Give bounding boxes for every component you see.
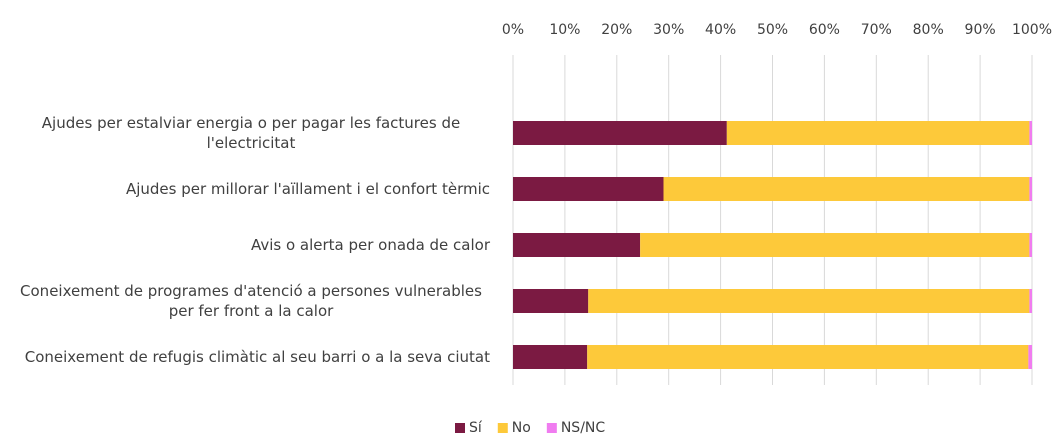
category-label: Avis o alerta per onada de calor xyxy=(250,236,490,254)
bar-segment xyxy=(1029,289,1032,313)
bar-segment xyxy=(513,177,664,201)
category-label: Ajudes per estalviar energia o per pagar… xyxy=(41,114,461,152)
bar-segment xyxy=(513,289,589,313)
legend-label: Sí xyxy=(469,420,483,436)
category-label: Coneixement de refugis climàtic al seu b… xyxy=(24,348,490,366)
bar-segment xyxy=(1028,345,1032,369)
x-tick-label: 70% xyxy=(861,22,892,38)
bar-segment xyxy=(513,121,727,145)
category-label: Coneixement de programes d'atenció a per… xyxy=(20,282,482,320)
legend-label: No xyxy=(512,420,531,436)
bar-segment xyxy=(1029,233,1032,257)
x-tick-label: 10% xyxy=(549,22,580,38)
category-label: Ajudes per millorar l'aïllament i el con… xyxy=(125,180,490,198)
bar-segment xyxy=(1029,121,1032,145)
x-tick-label: 40% xyxy=(705,22,736,38)
x-tick-label: 100% xyxy=(1012,22,1052,38)
legend-label: NS/NC xyxy=(561,420,606,436)
x-tick-label: 80% xyxy=(913,22,944,38)
bar-segment xyxy=(1029,177,1032,201)
bar-segment xyxy=(726,121,1030,145)
x-tick-label: 30% xyxy=(653,22,684,38)
bar-segment xyxy=(588,289,1030,313)
legend-swatch xyxy=(497,423,508,433)
x-tick-label: 20% xyxy=(601,22,632,38)
bar-segment xyxy=(587,345,1029,369)
bar-segment xyxy=(513,233,641,257)
x-tick-label: 50% xyxy=(757,22,788,38)
legend-swatch xyxy=(455,423,465,433)
x-tick-label: 60% xyxy=(809,22,840,38)
x-tick-label: 90% xyxy=(965,22,996,38)
x-tick-label: 0% xyxy=(502,22,524,38)
bar-segment xyxy=(640,233,1030,257)
bar-segment xyxy=(663,177,1030,201)
legend-swatch xyxy=(546,423,557,433)
bar-segment xyxy=(513,345,588,369)
